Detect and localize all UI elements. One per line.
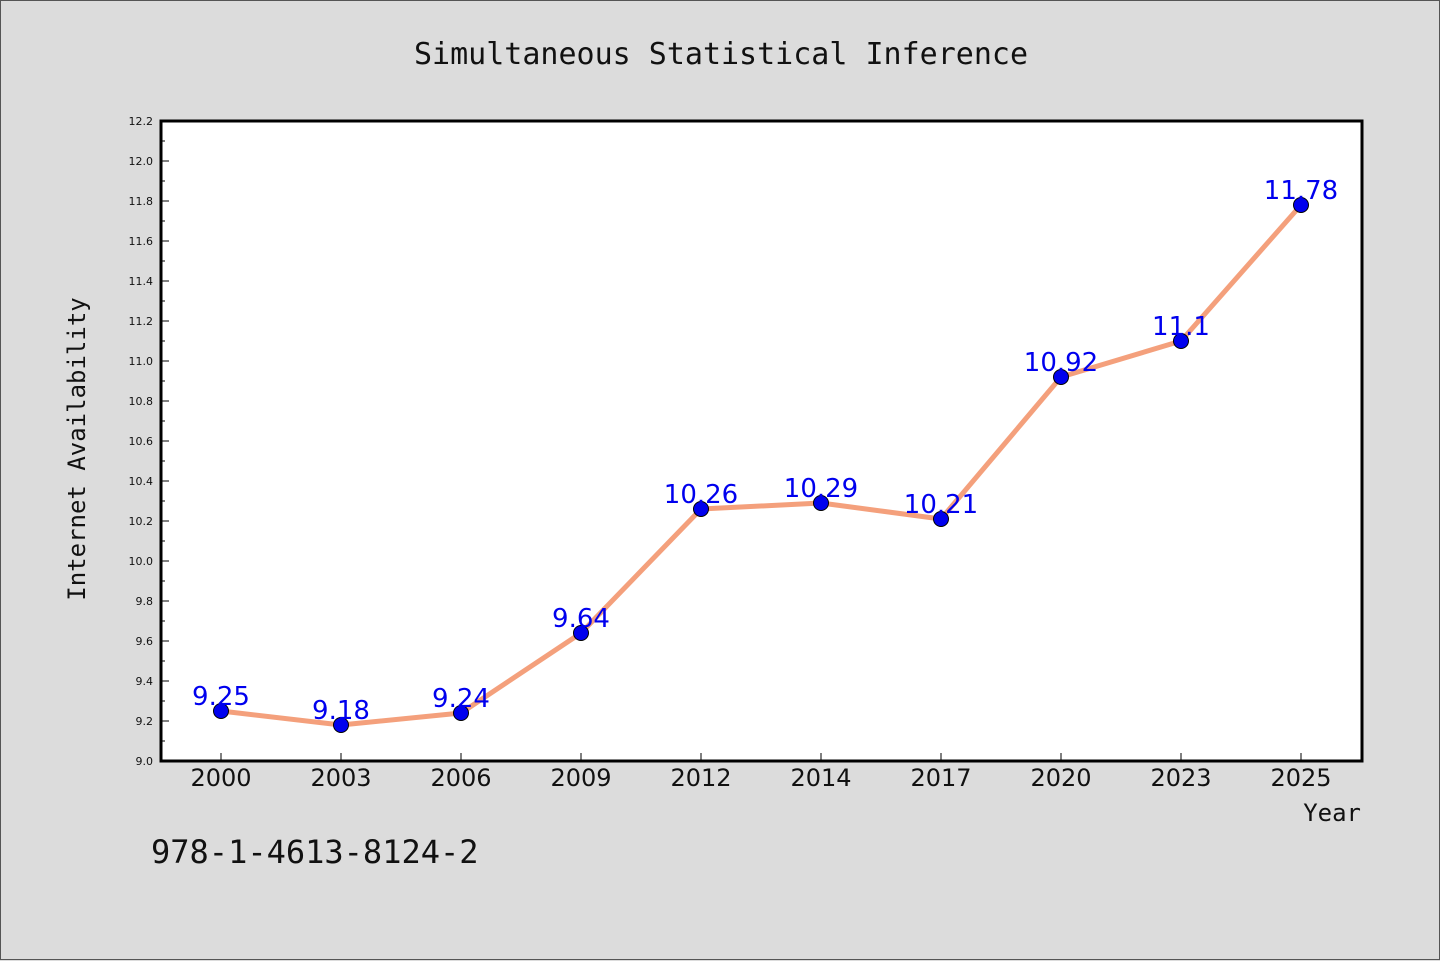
y-tick-label: 10.8 [129,395,154,408]
y-tick-label: 10.6 [129,435,154,448]
y-tick-label: 9.6 [136,635,154,648]
data-point [693,501,709,517]
y-tick-label: 10.2 [129,515,154,528]
data-point [813,495,829,511]
x-tick-label: 2014 [790,764,851,792]
x-axis-label: Year [1303,799,1361,827]
data-point [213,703,229,719]
y-tick-label: 11.2 [129,315,154,328]
data-label: 9.25 [192,682,250,712]
y-axis-ticks: 9.0 9.2 9.4 9.6 9.8 10.0 10.2 10.4 10.6 10.8 11.0 1… [129,115,169,768]
y-tick-label: 9.4 [136,675,154,688]
data-label: 10.92 [1024,348,1098,378]
x-tick-label: 2006 [430,764,491,792]
data-markers [213,197,1309,733]
y-tick-label: 12.0 [129,155,154,168]
data-point [933,511,949,527]
data-label: 9.64 [552,604,610,634]
y-tick-label: 12.2 [129,115,154,128]
data-label: 9.18 [312,696,370,726]
y-axis-label: Internet Availability [63,297,91,600]
data-point [333,717,349,733]
data-label: 10.26 [664,480,738,510]
data-labels: 9.25 9.18 9.24 9.64 10.26 10.29 10.21 10.92 11.1… [192,176,1338,726]
x-tick-label: 2025 [1270,764,1331,792]
x-axis-ticks: 2000 2003 2006 2009 2012 2014 2017 2020 2023 2025 [190,753,1332,792]
chart-title: Simultaneous Statistical Inference [414,37,1028,72]
y-tick-label: 11.6 [129,235,154,248]
data-label: 10.29 [784,474,858,504]
data-label: 11.78 [1264,176,1338,206]
isbn-text: 978-1-4613-8124-2 [151,833,479,871]
data-point [1173,333,1189,349]
y-tick-label: 10.4 [129,475,154,488]
data-point [1053,369,1069,385]
data-label: 9.24 [432,684,490,714]
y-tick-label: 10.0 [129,555,154,568]
y-tick-label: 11.8 [129,195,154,208]
x-tick-label: 2020 [1030,764,1091,792]
y-tick-label: 9.0 [136,755,154,768]
x-tick-label: 2017 [910,764,971,792]
data-point [453,705,469,721]
y-tick-label: 9.2 [136,715,154,728]
plot-border [159,119,1364,763]
x-tick-label: 2023 [1150,764,1211,792]
y-tick-label: 9.8 [136,595,154,608]
data-label: 10.21 [904,490,978,520]
data-label: 11.1 [1152,312,1210,342]
series-line [220,203,1303,728]
data-point [573,625,589,641]
x-tick-label: 2012 [670,764,731,792]
plot-area [161,121,1362,761]
x-tick-label: 2003 [310,764,371,792]
y-tick-label: 11.0 [129,355,154,368]
x-tick-label: 2009 [550,764,611,792]
data-point [1293,197,1309,213]
x-tick-label: 2000 [190,764,251,792]
y-tick-label: 11.4 [129,275,154,288]
